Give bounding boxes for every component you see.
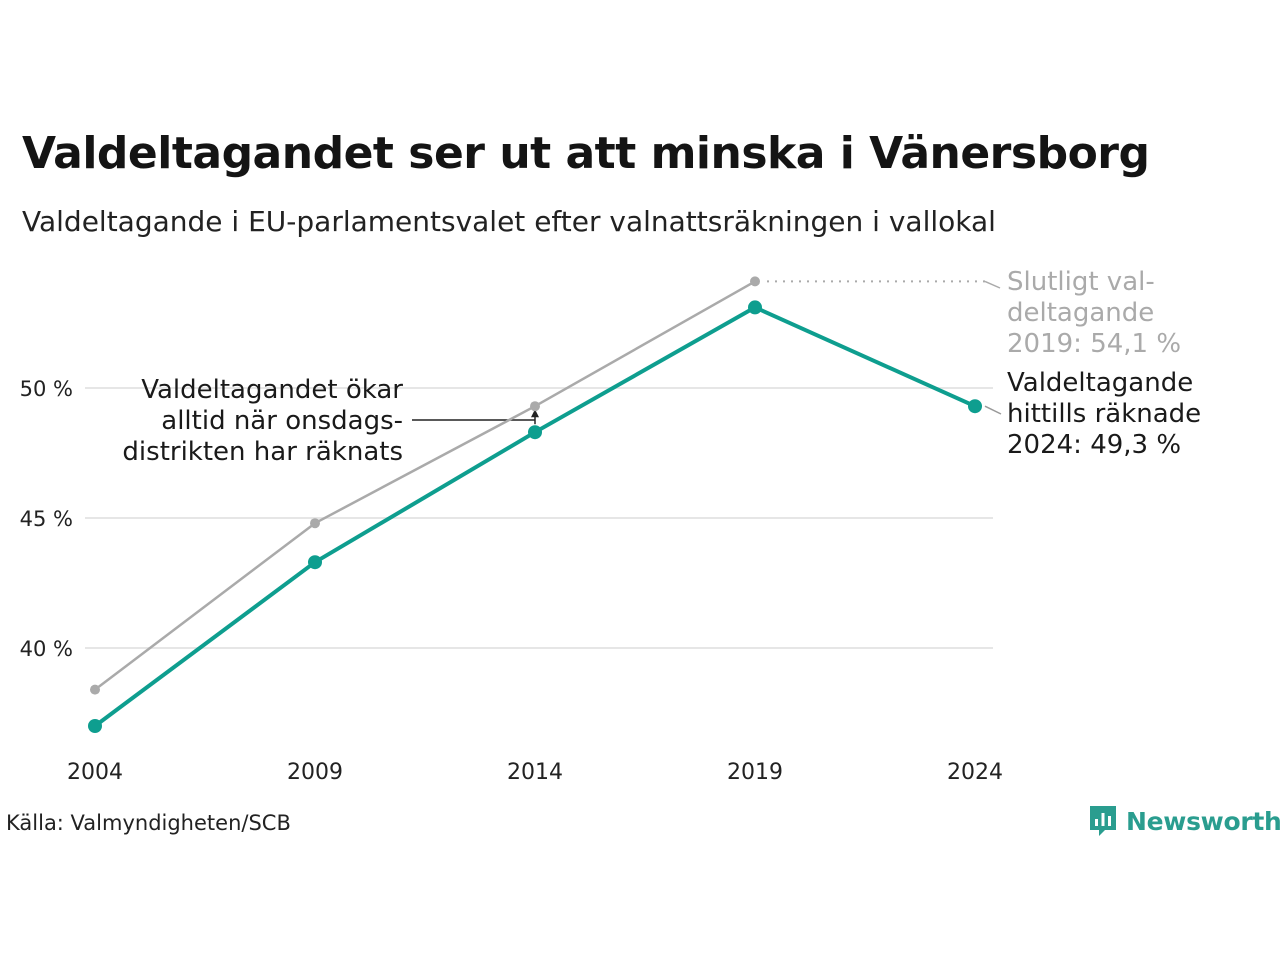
election-night-turnout-point	[88, 719, 102, 733]
newsworthy-logo-icon	[1090, 806, 1116, 836]
annotation-2024: hittills räknade	[1007, 399, 1201, 429]
annotation-count-note: distrikten har räknats	[122, 437, 403, 467]
annotation-final-2019: Slutligt val-	[1007, 267, 1155, 297]
chart-subtitle: Valdeltagande i EU-parlamentsvalet efter…	[22, 205, 996, 238]
election-night-turnout-point	[968, 399, 982, 414]
final-turnout-point	[90, 684, 100, 695]
annotation-count-note: Valdeltagandet ökar	[141, 375, 403, 405]
chart-title: Valdeltagandet ser ut att minska i Väner…	[22, 128, 1150, 179]
grid-lines	[85, 387, 993, 649]
election-night-turnout-point	[308, 555, 322, 570]
series	[88, 276, 982, 733]
annotation-arrow-head	[531, 409, 539, 418]
y-tick-label: 40 %	[20, 637, 73, 661]
election-night-turnout-point	[748, 300, 762, 315]
final-turnout-line	[94, 280, 756, 691]
election-night-turnout-point	[528, 425, 542, 440]
final-turnout-point	[310, 518, 320, 529]
election-night-turnout-line	[93, 305, 976, 728]
y-tick-label: 50 %	[20, 377, 73, 401]
annotation-2024: Valdeltagande	[1007, 368, 1193, 398]
line-chart: 40 % 45 % 50 % 2004 2009 2014 2019 2024 Slutli…	[20, 267, 1202, 785]
source-note: Källa: Valmyndigheten/SCB	[6, 811, 291, 835]
annotation-leader	[984, 280, 1001, 289]
y-axis-ticks: 40 % 45 % 50 %	[20, 377, 73, 661]
y-tick-label: 45 %	[20, 507, 73, 531]
x-tick-label: 2024	[947, 760, 1003, 785]
annotation-final-2019: 2019: 54,1 %	[1007, 329, 1181, 359]
final-turnout-point	[530, 401, 540, 412]
final-turnout-point	[750, 276, 760, 287]
x-axis-ticks: 2004 2009 2014 2019 2024	[67, 760, 1003, 785]
x-tick-label: 2009	[287, 760, 343, 785]
brand-logo[interactable]: Newsworthy	[1088, 804, 1280, 838]
annotation-count-note: alltid när onsdags-	[161, 406, 403, 436]
annotation-final-2019: deltagande	[1007, 298, 1154, 328]
x-tick-label: 2014	[507, 760, 563, 785]
x-tick-label: 2019	[727, 760, 783, 785]
x-tick-label: 2004	[67, 760, 123, 785]
brand-name: Newsworthy	[1126, 806, 1280, 836]
annotation-leader	[984, 405, 1002, 415]
annotation-2024: 2024: 49,3 %	[1007, 430, 1181, 460]
